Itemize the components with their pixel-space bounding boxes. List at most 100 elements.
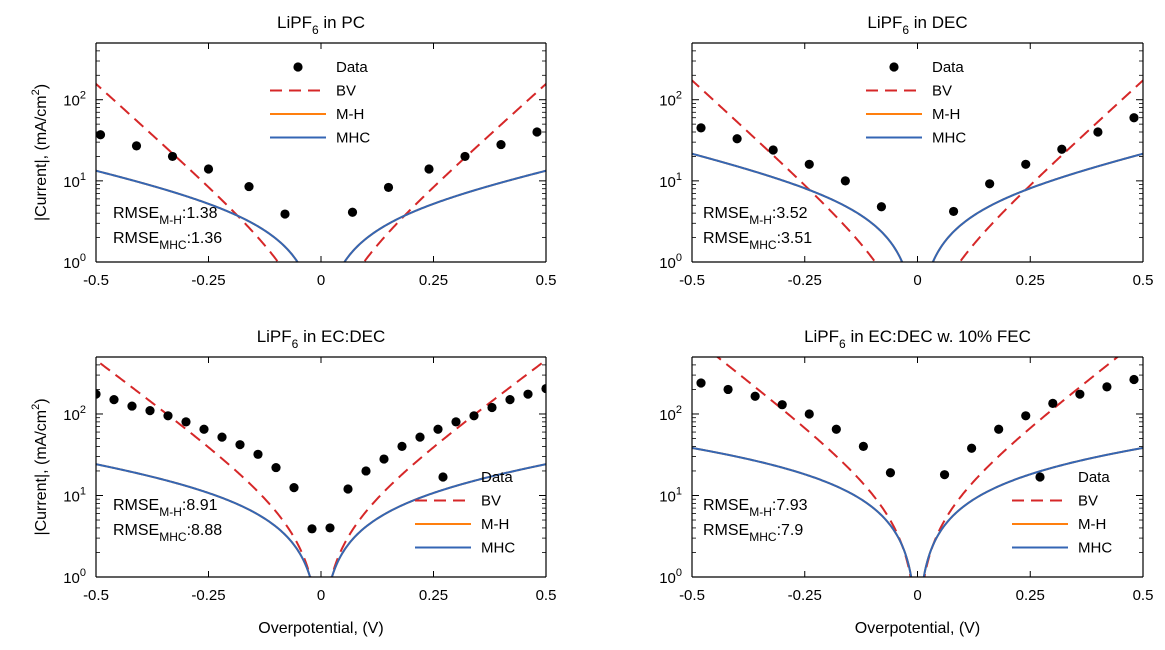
y-tick-exponent: 2 xyxy=(676,90,682,102)
rmse-label: RMSE xyxy=(113,205,159,222)
x-tick-label: -0.25 xyxy=(788,587,822,604)
rmse-subscript: M-H xyxy=(159,213,182,227)
rmse-value: :7.9 xyxy=(777,522,804,539)
series-mhc-curve-positive xyxy=(922,446,1143,577)
rmse-subscript: MHC xyxy=(159,238,187,252)
data-point xyxy=(885,468,896,478)
y-tick-base: 10 xyxy=(659,407,676,424)
panel-title: LiPF6 in EC:DEC xyxy=(257,327,386,351)
data-point xyxy=(768,145,778,155)
y-axis-label-sup: 2 xyxy=(30,89,42,95)
rmse-label: RMSE xyxy=(113,230,159,247)
data-point xyxy=(939,470,950,480)
panel-3: LiPF6 in EC:DEC-0.5 -0.25 0 0.25 0.510010110… xyxy=(30,327,556,637)
rmse-value: :8.91 xyxy=(182,497,218,514)
y-tick-base: 10 xyxy=(659,255,676,272)
y-tick-label: 101 xyxy=(659,485,682,505)
panel-title-subscript: 6 xyxy=(839,337,846,351)
data-point xyxy=(831,424,841,434)
data-point xyxy=(96,389,101,399)
y-axis-label-main: |Current|, (mA/cm xyxy=(33,95,50,221)
data-point xyxy=(451,417,461,427)
series-bv-curve-negative xyxy=(692,79,877,262)
x-tick-label: -0.25 xyxy=(788,272,822,289)
data-point xyxy=(994,424,1004,434)
series-mhc-curve-negative xyxy=(96,169,299,262)
data-point xyxy=(109,395,119,405)
x-axis-label: Overpotential, (V) xyxy=(258,620,383,637)
y-tick-label: 100 xyxy=(659,567,682,587)
rmse-value: :8.88 xyxy=(187,522,223,539)
series-bv-curve-positive xyxy=(923,357,1120,577)
data-point xyxy=(163,411,173,421)
legend-label: Data xyxy=(336,59,368,76)
rmse-annotation: RMSEMHC:8.88 xyxy=(113,522,222,544)
legend-label: MHC xyxy=(932,130,966,147)
data-point xyxy=(433,424,443,434)
y-axis-label-tail: ) xyxy=(33,398,50,403)
legend: Data BV M-H MHC xyxy=(1012,469,1112,557)
y-tick-label: 100 xyxy=(63,567,86,587)
panel-title-main: LiPF xyxy=(804,327,839,346)
y-tick-exponent: 1 xyxy=(80,485,86,497)
y-tick-exponent: 0 xyxy=(80,252,86,264)
rmse-annotation: RMSEM-H:3.52 xyxy=(703,205,808,227)
x-tick-label: 0.25 xyxy=(1016,272,1045,289)
data-point xyxy=(1048,398,1058,408)
rmse-label: RMSE xyxy=(703,497,749,514)
data-point xyxy=(523,389,533,399)
y-tick-exponent: 0 xyxy=(80,567,86,579)
rmse-label: RMSE xyxy=(703,205,749,222)
rmse-annotation: RMSEMHC:1.36 xyxy=(113,230,222,252)
x-axis-label: Overpotential, (V) xyxy=(855,620,980,637)
data-point xyxy=(415,432,425,442)
series-bv-curve-negative xyxy=(715,357,912,577)
y-tick-base: 10 xyxy=(659,488,676,505)
legend-label: M-H xyxy=(336,106,364,123)
data-point xyxy=(361,466,371,476)
data-point xyxy=(199,424,209,434)
data-point xyxy=(777,400,787,410)
data-point xyxy=(1021,411,1031,421)
legend-label: M-H xyxy=(481,516,509,533)
data-point xyxy=(1021,159,1031,169)
data-point xyxy=(750,391,760,401)
legend-label: BV xyxy=(481,493,501,510)
x-tick-label: -0.25 xyxy=(191,272,225,289)
series-mh-curve-positive xyxy=(931,152,1143,262)
data-point xyxy=(696,378,706,388)
legend-label: M-H xyxy=(932,106,960,123)
panel-title-rest: in EC:DEC xyxy=(298,327,385,346)
y-tick-exponent: 2 xyxy=(676,404,682,416)
y-axis-label: |Current|, (mA/cm2) xyxy=(30,398,50,535)
rmse-value: :3.52 xyxy=(772,205,808,222)
data-point xyxy=(1057,144,1067,154)
y-tick-base: 10 xyxy=(63,255,80,272)
plot-area xyxy=(96,83,546,262)
y-tick-base: 10 xyxy=(659,174,676,191)
x-tick-label: -0.5 xyxy=(679,587,705,604)
x-tick-label: -0.5 xyxy=(83,272,109,289)
y-axis-label-tail: ) xyxy=(33,84,50,89)
y-tick-exponent: 2 xyxy=(80,404,86,416)
panel-title-rest: in EC:DEC w. 10% FEC xyxy=(846,327,1031,346)
y-tick-base: 10 xyxy=(63,488,80,505)
data-point xyxy=(541,383,546,394)
x-tick-label: 0.5 xyxy=(1133,587,1154,604)
series-bv-curve-positive xyxy=(330,359,546,577)
panel-title-main: LiPF xyxy=(277,13,312,32)
rmse-subscript: MHC xyxy=(749,530,777,544)
panel-4: LiPF6 in EC:DEC w. 10% FEC -0.5 -0.25 0 0.25… xyxy=(659,327,1153,637)
panel-title: LiPF6 in PC xyxy=(277,13,365,37)
panel-1: LiPF6 in PC-0.5 -0.25 0 0.25 0.5100101102Dat… xyxy=(30,13,556,289)
y-tick-exponent: 1 xyxy=(676,171,682,183)
data-point xyxy=(235,440,245,450)
y-tick-exponent: 0 xyxy=(676,252,682,264)
data-point xyxy=(217,432,227,442)
data-point xyxy=(181,417,191,427)
data-point xyxy=(460,151,470,162)
data-point xyxy=(307,524,317,534)
panel-title-rest: in DEC xyxy=(909,13,968,32)
legend-marker-data xyxy=(889,62,899,72)
